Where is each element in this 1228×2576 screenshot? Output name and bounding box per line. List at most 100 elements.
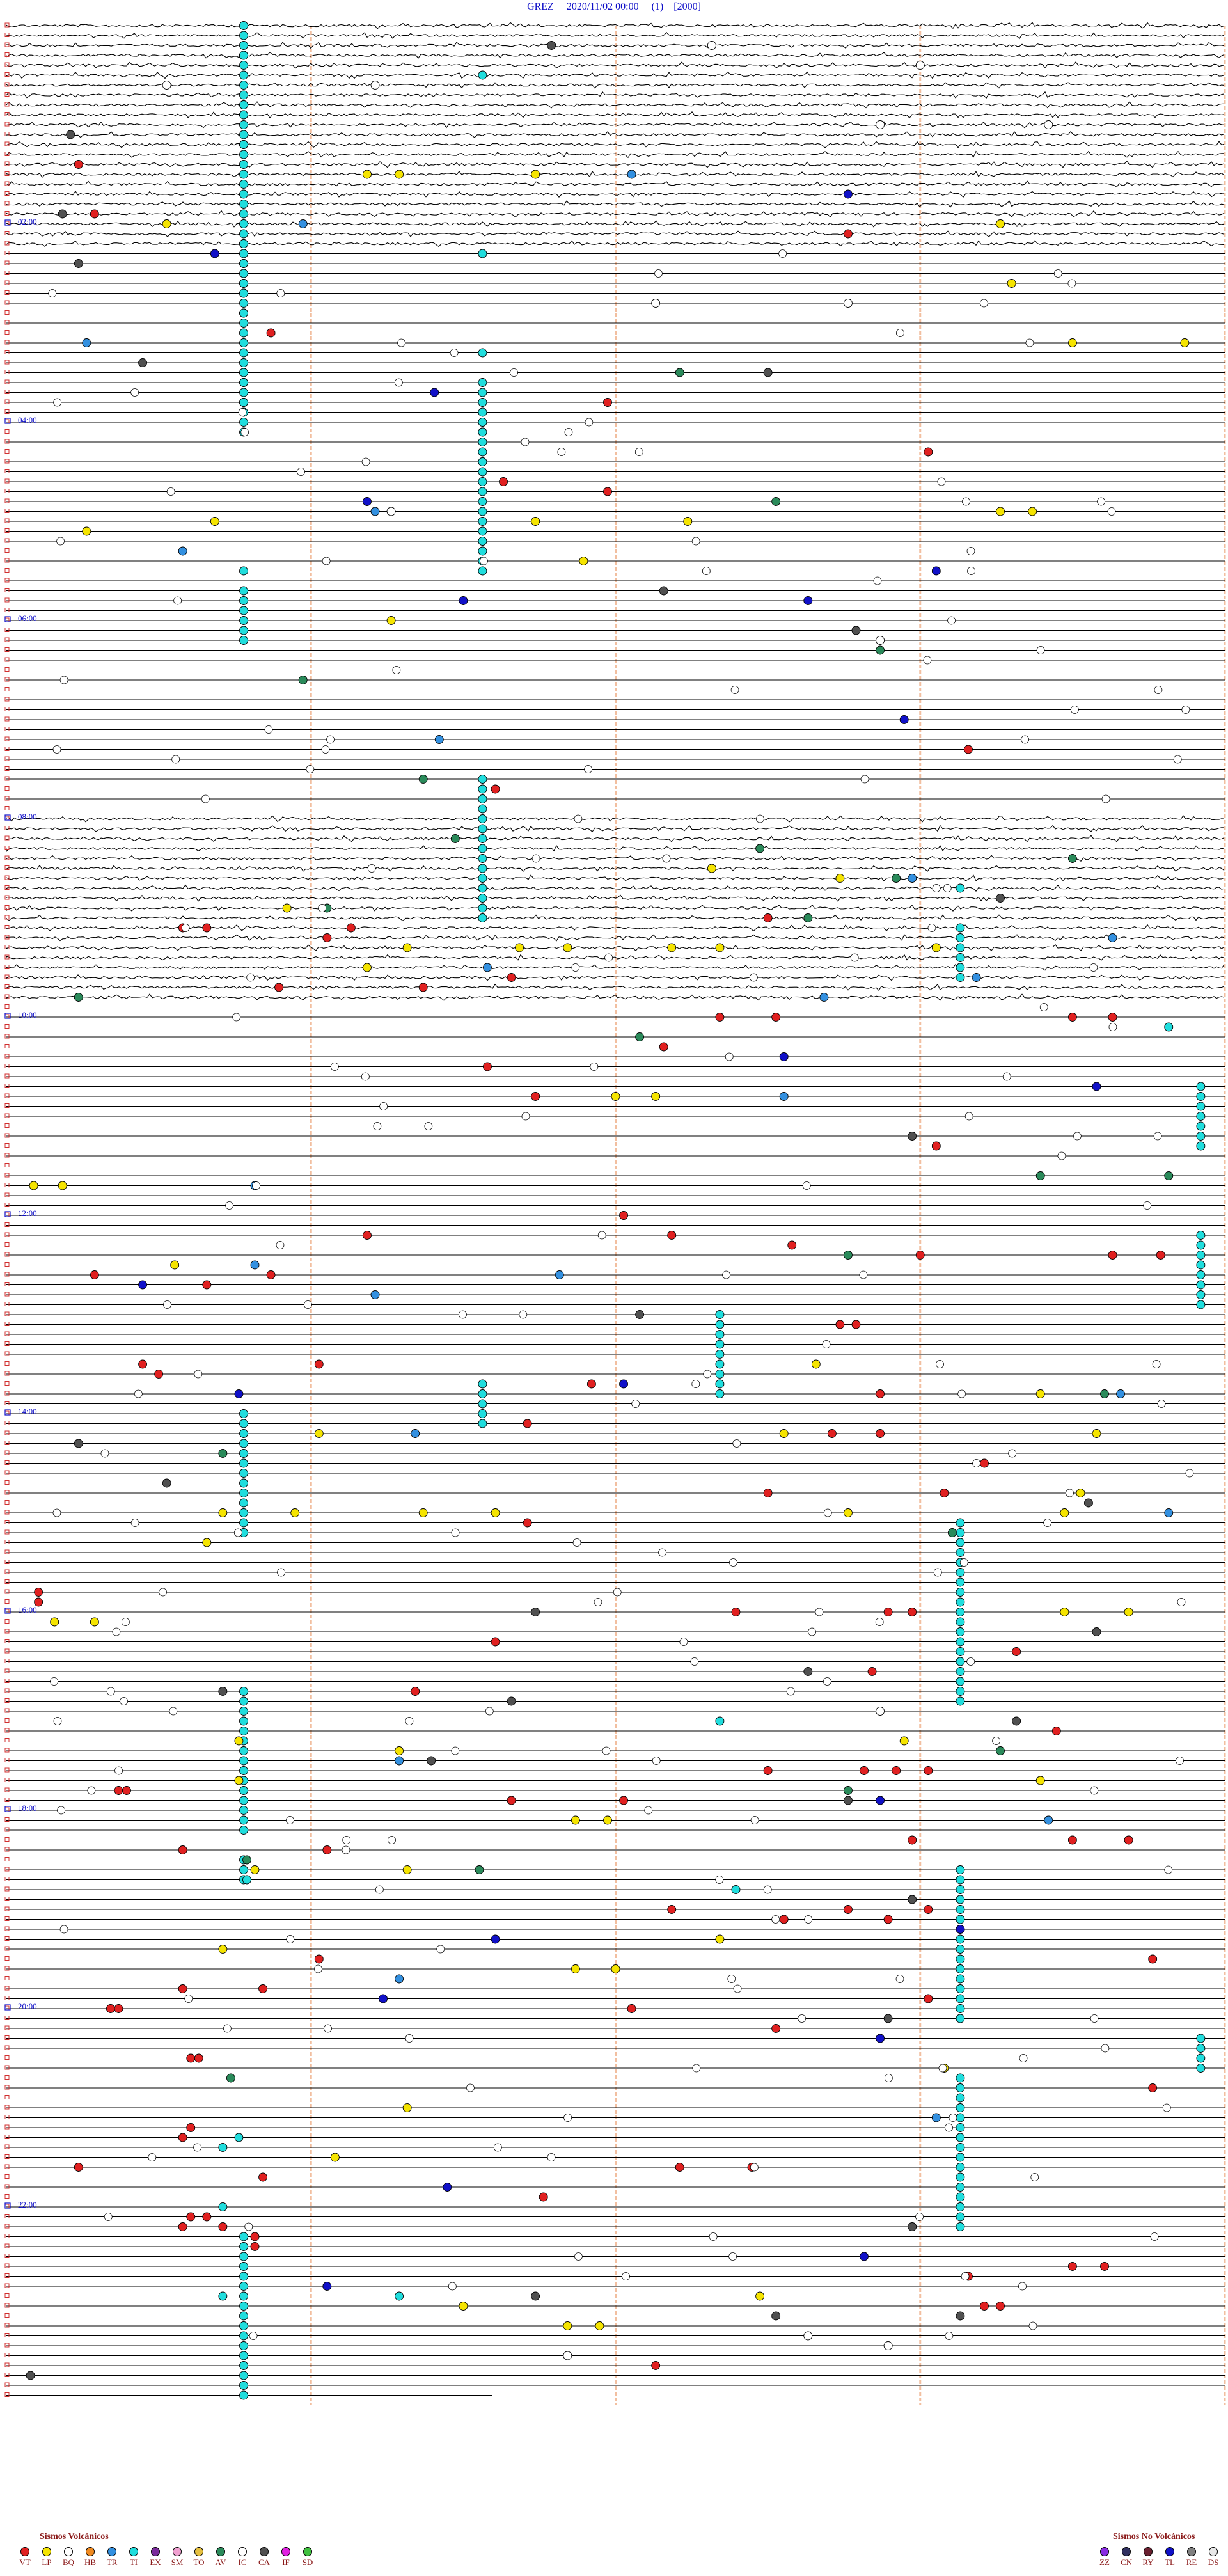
event-TL xyxy=(860,2252,869,2261)
event-AV xyxy=(1035,1171,1045,1180)
row-start-marker-94 xyxy=(4,954,10,960)
row-start-marker-18 xyxy=(4,201,10,206)
event-TI xyxy=(478,249,487,258)
event-TI xyxy=(478,398,487,407)
event-VT xyxy=(523,1419,532,1428)
event-TI xyxy=(478,913,487,922)
row-start-marker-117 xyxy=(4,1183,10,1187)
row-start-marker-183 xyxy=(4,1837,10,1842)
event-IC xyxy=(193,2143,202,2152)
event-VT xyxy=(659,1042,668,1052)
event-TI xyxy=(239,319,248,328)
event-TI xyxy=(956,1984,965,1993)
event-IC xyxy=(1157,1400,1166,1408)
event-TL xyxy=(803,596,813,605)
event-TR xyxy=(627,170,636,179)
event-VT xyxy=(1124,1835,1133,1845)
event-TI xyxy=(956,1875,965,1885)
event-IC xyxy=(808,1627,816,1636)
event-VT xyxy=(876,1429,885,1438)
legend-label-RE: RE xyxy=(1186,2557,1197,2567)
row-start-marker-220 xyxy=(4,2204,10,2209)
row-start-marker-59 xyxy=(4,608,10,612)
event-IC xyxy=(702,567,711,575)
row-start-marker-46 xyxy=(4,478,10,484)
event-CA xyxy=(635,1310,645,1319)
event-TI xyxy=(956,1964,965,1973)
event-IC xyxy=(691,537,700,546)
event-IC xyxy=(1176,1757,1184,1765)
event-TI xyxy=(239,140,248,149)
event-IC xyxy=(480,557,488,565)
event-TI xyxy=(1196,1102,1206,1111)
row-start-marker-141 xyxy=(4,1421,10,1425)
legend-dot-CN xyxy=(1122,2547,1131,2556)
event-IC xyxy=(321,745,330,754)
event-TI xyxy=(715,1310,725,1319)
event-VT xyxy=(202,923,212,933)
event-VT xyxy=(915,1251,925,1260)
event-LP xyxy=(250,1865,260,1874)
event-LP xyxy=(210,517,219,526)
row-start-marker-16 xyxy=(4,181,10,186)
event-LP xyxy=(1035,1776,1045,1785)
hour-box-18:00 xyxy=(4,1806,11,1812)
trace-row-9 xyxy=(6,111,1225,119)
event-TI xyxy=(715,1320,725,1329)
row-start-marker-209 xyxy=(4,2095,10,2099)
row-start-marker-190 xyxy=(4,1906,10,1911)
event-IC xyxy=(1070,706,1079,714)
event-TI xyxy=(239,1796,248,1805)
trace-row-90 xyxy=(6,914,1225,922)
event-IC xyxy=(386,507,396,516)
event-TI xyxy=(239,1518,248,1528)
event-IC xyxy=(59,1925,68,1934)
trace-row-83 xyxy=(6,844,1225,853)
row-start-marker-189 xyxy=(4,1897,10,1901)
event-TI xyxy=(1196,1290,1206,1299)
event-TI xyxy=(956,1588,965,1597)
event-VT xyxy=(491,784,500,794)
row-start-marker-67 xyxy=(4,687,10,691)
event-TI xyxy=(239,398,248,407)
row-start-marker-228 xyxy=(4,2283,10,2288)
event-VT xyxy=(322,933,332,942)
row-start-marker-221 xyxy=(4,2214,10,2218)
legend-item-HB: HB xyxy=(79,2547,101,2568)
event-IC xyxy=(823,1677,831,1686)
event-TI xyxy=(239,1489,248,1497)
event-TL xyxy=(210,249,219,258)
row-start-marker-134 xyxy=(4,1351,10,1356)
event-TI xyxy=(956,1528,965,1537)
event-TI xyxy=(239,2331,248,2341)
event-VT xyxy=(908,1835,917,1845)
event-VT xyxy=(1108,1251,1117,1260)
row-start-marker-87 xyxy=(4,885,10,890)
event-IC xyxy=(379,1102,388,1110)
row-start-marker-107 xyxy=(4,1084,10,1088)
event-LP xyxy=(515,943,524,952)
event-IC xyxy=(933,1568,942,1577)
event-TI xyxy=(956,2172,965,2182)
event-IC xyxy=(980,299,988,308)
event-TI xyxy=(956,2212,965,2222)
row-start-marker-108 xyxy=(4,1093,10,1098)
event-LP xyxy=(29,1181,38,1190)
row-start-marker-162 xyxy=(4,1629,10,1634)
row-start-marker-160 xyxy=(4,1609,10,1614)
legend-dot-RE xyxy=(1187,2547,1196,2556)
row-start-marker-76 xyxy=(4,776,10,781)
legend-item-BQ: BQ xyxy=(58,2547,79,2568)
event-IC xyxy=(763,1885,772,1894)
event-TI xyxy=(239,1865,248,1874)
event-TI xyxy=(478,784,487,794)
event-TI xyxy=(239,2371,248,2380)
event-LP xyxy=(459,2302,468,2311)
row-start-marker-23 xyxy=(4,251,10,255)
event-TL xyxy=(931,566,941,576)
event-IC xyxy=(850,953,859,962)
event-VT xyxy=(1012,1647,1021,1656)
legend-dot-CA xyxy=(260,2547,269,2556)
row-start-marker-72 xyxy=(4,736,10,741)
event-IC xyxy=(405,2034,414,2043)
